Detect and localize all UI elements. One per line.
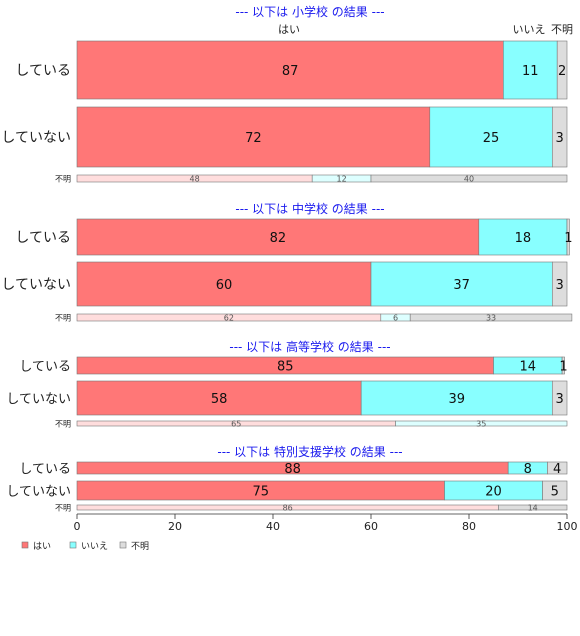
x-tick-label: 80 [462, 520, 476, 533]
data-label: 75 [252, 485, 269, 500]
data-label: 3 [556, 392, 564, 407]
column-header: 不明 [551, 23, 573, 36]
column-header: はい [278, 23, 300, 36]
data-label: 2 [558, 64, 566, 79]
bar-segment [76, 40, 504, 100]
x-tick-label: 20 [168, 520, 182, 533]
x-tick-label: 0 [74, 520, 81, 533]
data-label: 5 [551, 485, 559, 500]
row-label: している [15, 63, 71, 79]
row-label: していない [6, 485, 71, 500]
row-label: している [19, 462, 71, 477]
data-label: 18 [515, 231, 532, 246]
column-header: いいえ [513, 23, 546, 36]
bar-segment [561, 356, 565, 375]
row-label: していない [1, 130, 71, 146]
data-label: 20 [485, 485, 502, 500]
bar-segment [551, 261, 568, 307]
row-label: 不明 [55, 420, 71, 429]
legend-label: はい [33, 541, 51, 552]
legend-swatch [69, 541, 77, 549]
data-label: 14 [528, 504, 538, 513]
data-label: 65 [231, 420, 241, 429]
bar-segment [556, 40, 568, 100]
legend-label: 不明 [131, 541, 149, 552]
data-label: 11 [522, 64, 539, 79]
data-label: 4 [553, 462, 561, 477]
row-label: している [19, 360, 71, 375]
panel-title: --- 以下は 中学校 の結果 --- [235, 201, 384, 216]
data-label: 40 [464, 175, 474, 184]
data-label: 58 [211, 392, 228, 407]
row-label: 不明 [55, 504, 71, 513]
bar-segment [542, 480, 568, 501]
data-label: 85 [277, 360, 294, 375]
row-label: していない [1, 277, 71, 293]
x-tick-label: 60 [364, 520, 378, 533]
data-label: 33 [486, 314, 496, 323]
data-label: 35 [476, 420, 486, 429]
bar-segment [409, 313, 573, 322]
data-label: 3 [556, 278, 564, 293]
bar-segment [360, 380, 553, 416]
bar-segment [478, 218, 568, 256]
data-label: 87 [282, 64, 299, 79]
data-label: 88 [284, 462, 301, 477]
bar-segment [566, 218, 570, 256]
data-label: 82 [270, 231, 287, 246]
bar-segment [370, 174, 568, 183]
row-label: していない [6, 392, 71, 407]
row-label: している [15, 230, 71, 246]
panel-title: --- 以下は 高等学校 の結果 --- [229, 339, 390, 354]
bar-segment [498, 504, 568, 511]
bar-segment [76, 380, 362, 416]
legend-swatch [119, 541, 127, 549]
data-label: 1 [559, 360, 567, 375]
bar-segment [551, 380, 568, 416]
data-label: 39 [448, 392, 465, 407]
bar-segment [370, 261, 553, 307]
bar-segment [551, 106, 568, 168]
row-label: 不明 [55, 175, 71, 184]
bar-segment [429, 106, 553, 168]
legend-swatch [21, 541, 29, 549]
data-label: 1 [564, 231, 572, 246]
data-label: 6 [393, 314, 398, 323]
data-label: 25 [483, 131, 500, 146]
panel-title: --- 以下は 特別支援学校 の結果 --- [217, 444, 402, 459]
row-label: 不明 [55, 314, 71, 323]
bar-segment [395, 420, 568, 427]
x-tick-label: 100 [557, 520, 578, 533]
bar-segment [547, 461, 568, 475]
data-label: 86 [283, 504, 293, 513]
data-label: 8 [524, 462, 532, 477]
data-label: 72 [245, 131, 262, 146]
panel-title: --- 以下は 小学校 の結果 --- [235, 4, 384, 19]
data-label: 62 [224, 314, 234, 323]
x-tick-label: 40 [266, 520, 280, 533]
data-label: 48 [190, 175, 200, 184]
data-label: 37 [453, 278, 470, 293]
data-label: 14 [520, 360, 537, 375]
data-label: 60 [216, 278, 233, 293]
bar-segment [502, 40, 558, 100]
data-label: 3 [556, 131, 564, 146]
bar-segment [76, 261, 372, 307]
legend-label: いいえ [81, 541, 108, 552]
data-label: 12 [337, 175, 347, 184]
